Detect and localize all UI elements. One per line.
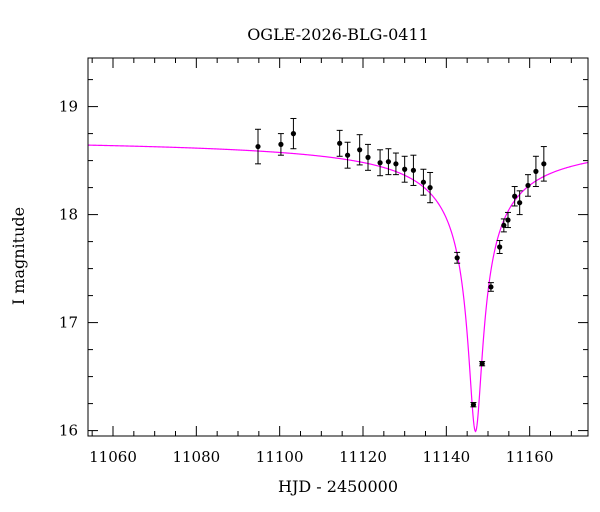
data-point: [511, 186, 518, 207]
y-tick-label: 18: [59, 206, 78, 224]
y-tick-label: 17: [59, 314, 78, 332]
data-marker: [410, 167, 417, 173]
model-curve-line: [87, 144, 589, 433]
x-tick-label: 11060: [89, 448, 137, 466]
data-point: [525, 174, 531, 197]
x-tick-label: 11100: [256, 448, 304, 466]
data-marker: [525, 182, 531, 189]
data-marker: [479, 361, 485, 367]
plot-frame: [87, 57, 589, 437]
data-marker: [365, 154, 371, 160]
x-tick-label: 11120: [339, 448, 387, 466]
data-marker: [505, 217, 511, 223]
data-point: [532, 155, 539, 188]
y-tick-label: 16: [59, 422, 78, 440]
data-marker: [501, 222, 507, 228]
x-tick-label: 11080: [172, 448, 220, 466]
y-tick-label: 19: [59, 98, 78, 116]
data-point: [540, 146, 547, 182]
data-point: [377, 149, 384, 177]
model-curve-layer: [87, 144, 589, 433]
data-marker: [344, 152, 351, 158]
data-point: [365, 143, 371, 171]
data-marker: [497, 244, 503, 250]
data-marker: [337, 140, 343, 146]
data-point: [290, 117, 297, 150]
data-point: [392, 152, 399, 176]
data-point: [277, 133, 284, 156]
data-points-layer: [255, 117, 547, 408]
data-marker: [533, 168, 539, 174]
data-marker: [454, 255, 460, 261]
tick-labels: 11060 11080 11100 11120 11140 11160 16 17 18 19: [59, 98, 554, 466]
x-tick-label: 11140: [422, 448, 470, 466]
data-point: [385, 148, 392, 176]
chart-title: OGLE-2026-BLG-0411: [247, 25, 429, 44]
tick-marks: [88, 58, 588, 436]
data-marker: [385, 159, 392, 165]
data-point: [410, 154, 417, 186]
data-point: [255, 128, 261, 165]
data-point: [356, 134, 363, 166]
data-marker: [427, 185, 433, 191]
data-point: [479, 360, 486, 367]
data-point: [401, 155, 408, 183]
data-marker: [541, 161, 547, 167]
data-marker: [488, 284, 494, 290]
data-marker: [470, 402, 477, 408]
data-marker: [517, 200, 523, 206]
data-point: [336, 129, 343, 157]
x-axis-label: HJD - 2450000: [278, 477, 398, 496]
data-point: [454, 251, 461, 264]
data-marker: [420, 179, 427, 185]
data-marker: [290, 131, 297, 137]
data-marker: [255, 143, 261, 150]
x-tick-label: 11160: [506, 448, 554, 466]
data-marker: [512, 193, 518, 199]
y-axis-label: I magnitude: [9, 207, 28, 305]
data-marker: [377, 160, 383, 166]
data-point: [420, 168, 427, 196]
data-marker: [278, 141, 284, 147]
data-point: [505, 211, 511, 229]
data-marker: [357, 147, 363, 153]
data-point: [470, 402, 477, 408]
data-marker: [402, 166, 408, 172]
data-point: [516, 190, 523, 216]
data-point: [427, 171, 434, 204]
data-point: [496, 240, 503, 254]
data-marker: [393, 161, 399, 167]
data-point: [487, 282, 494, 292]
data-point: [344, 141, 351, 169]
